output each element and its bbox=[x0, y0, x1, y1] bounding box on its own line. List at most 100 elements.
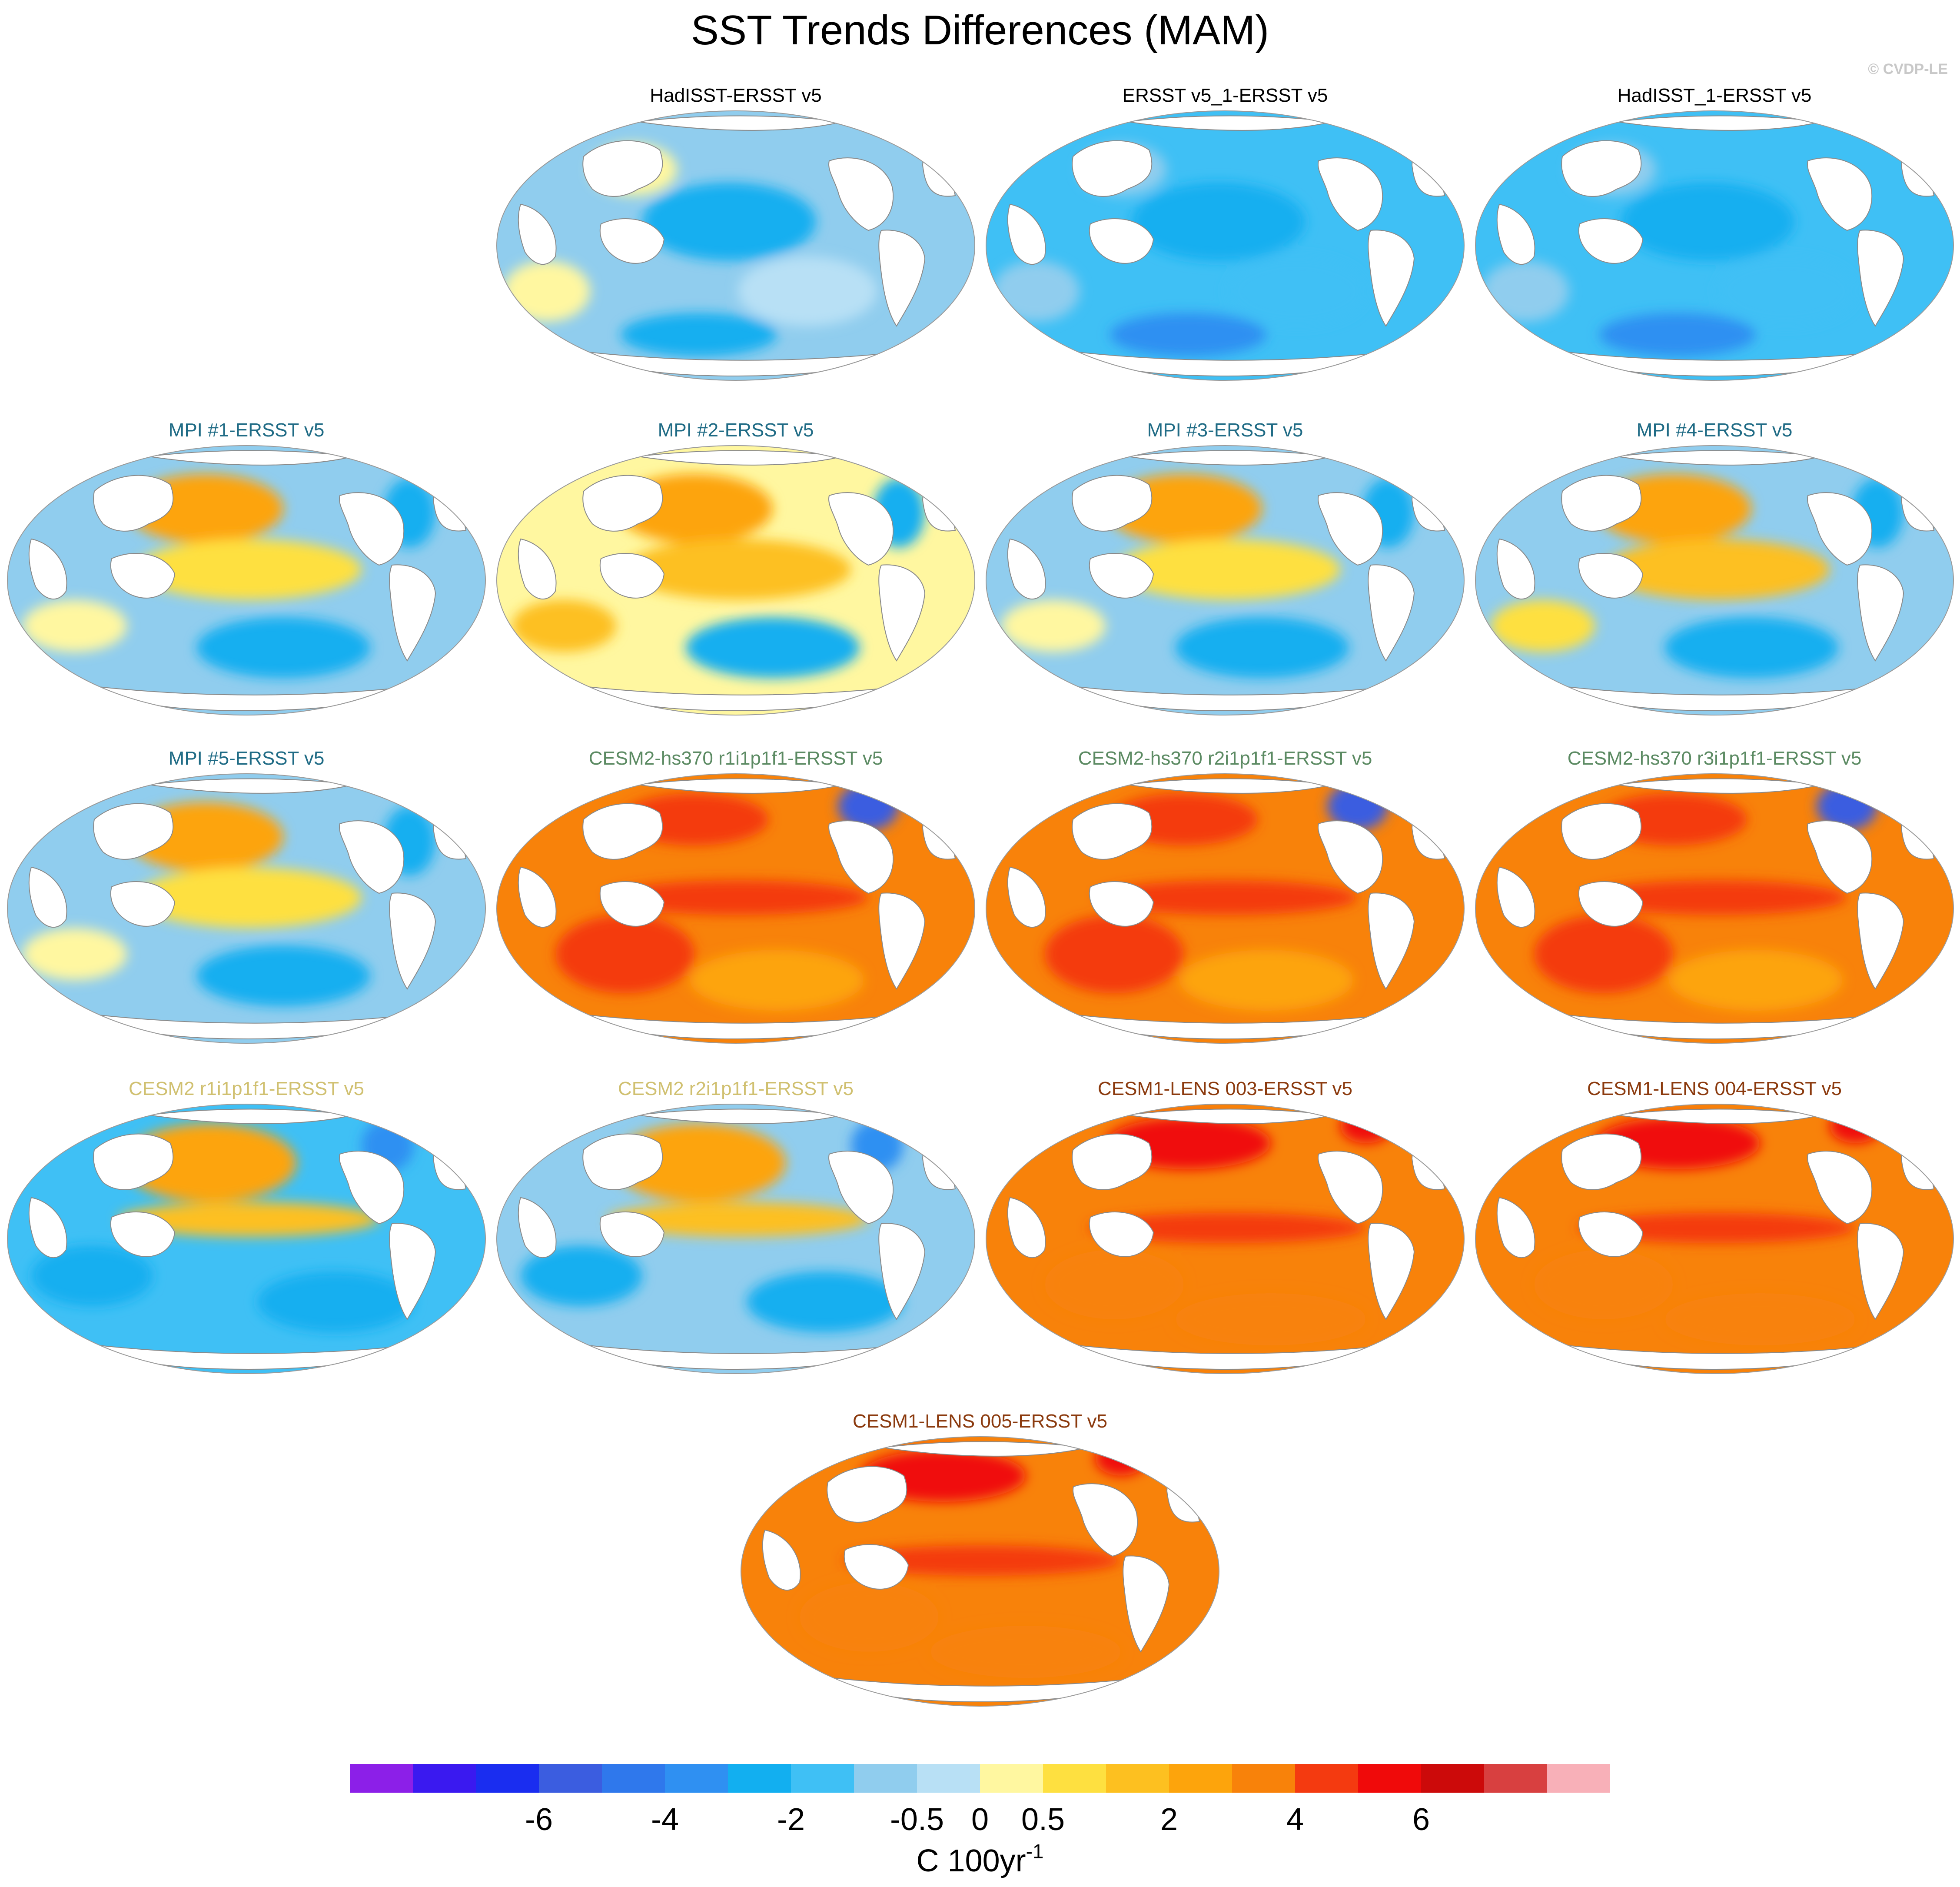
colorbar-swatch bbox=[1295, 1764, 1358, 1793]
anomaly-region bbox=[1534, 915, 1673, 993]
anomaly-region bbox=[1132, 183, 1306, 261]
land-mass bbox=[599, 218, 665, 264]
anomaly-region bbox=[993, 261, 1080, 322]
colorbar-tick-label: 4 bbox=[1286, 1802, 1304, 1837]
colorbar-swatch bbox=[602, 1764, 665, 1793]
map-panel: CESM2-hs370 r2i1p1f1-ERSST v5 bbox=[984, 745, 1466, 1045]
anomaly-region bbox=[118, 1202, 379, 1237]
map-panel: MPI #1-ERSST v5 bbox=[5, 417, 488, 717]
map-panel: MPI #5-ERSST v5 bbox=[5, 745, 488, 1045]
anomaly-region bbox=[1097, 880, 1358, 915]
map-outline bbox=[986, 773, 1465, 1044]
land-mass bbox=[878, 1223, 926, 1320]
watermark: © CVDP-LE bbox=[1868, 61, 1948, 77]
global-map bbox=[986, 110, 1465, 381]
anomaly-region bbox=[690, 950, 864, 1011]
land-mass bbox=[1857, 564, 1904, 662]
land-mass bbox=[1368, 892, 1415, 990]
panel-title: CESM2-hs370 r3i1p1f1-ERSST v5 bbox=[1567, 748, 1862, 769]
colorbar-swatch bbox=[350, 1764, 413, 1793]
anomaly-region bbox=[1621, 183, 1795, 261]
anomaly-region bbox=[23, 928, 127, 980]
colorbar-swatch bbox=[854, 1764, 917, 1793]
map-outline bbox=[1475, 773, 1954, 1044]
map-panel: CESM1-LENS 003-ERSST v5 bbox=[984, 1076, 1466, 1376]
colorbar-swatch bbox=[1358, 1764, 1421, 1793]
land-mass bbox=[1496, 203, 1535, 265]
land-mass bbox=[1496, 538, 1535, 599]
land-mass bbox=[1072, 475, 1153, 532]
panel-title: MPI #1-ERSST v5 bbox=[168, 419, 325, 441]
global-map bbox=[1475, 1104, 1954, 1374]
colorbar-swatch bbox=[728, 1764, 791, 1793]
land-mass bbox=[110, 881, 176, 927]
land-mass bbox=[1578, 881, 1644, 927]
global-map bbox=[496, 445, 975, 716]
anomaly-region bbox=[747, 1271, 903, 1332]
anomaly-region bbox=[800, 1582, 939, 1652]
colorbar-tick-label: -4 bbox=[651, 1802, 679, 1837]
colorbar-tick-label: -6 bbox=[525, 1802, 553, 1837]
anomaly-region bbox=[1045, 1250, 1184, 1319]
colorbar-tick-label: 0 bbox=[971, 1802, 989, 1837]
global-map bbox=[986, 1104, 1465, 1374]
land-mass bbox=[389, 1223, 436, 1320]
land-mass bbox=[1318, 1151, 1383, 1225]
anomaly-region bbox=[503, 261, 590, 322]
global-map bbox=[7, 1104, 486, 1374]
anomaly-region bbox=[1604, 539, 1830, 600]
map-panel: HadISST_1-ERSST v5 bbox=[1473, 83, 1956, 383]
land-mass bbox=[1007, 203, 1046, 265]
land-mass bbox=[1807, 820, 1873, 894]
panel-title: CESM1-LENS 003-ERSST v5 bbox=[1097, 1078, 1353, 1099]
global-map bbox=[496, 110, 975, 381]
anomaly-region bbox=[930, 1626, 1121, 1678]
panel-title: MPI #3-ERSST v5 bbox=[1147, 419, 1303, 441]
colorbar-tick-label: 0.5 bbox=[1021, 1802, 1065, 1837]
colorbar-swatch bbox=[980, 1764, 1043, 1793]
land-mass bbox=[1072, 1133, 1153, 1190]
land-mass bbox=[828, 820, 894, 894]
panel-title: HadISST-ERSST v5 bbox=[650, 85, 822, 106]
map-panel: ERSST v5_1-ERSST v5 bbox=[984, 83, 1466, 383]
land-mass bbox=[110, 553, 176, 599]
land-mass bbox=[1807, 1151, 1873, 1225]
land-mass bbox=[1561, 1133, 1642, 1190]
panel-title: MPI #2-ERSST v5 bbox=[658, 419, 814, 441]
anomaly-region bbox=[608, 1202, 868, 1237]
anomaly-region bbox=[1586, 880, 1847, 915]
land-mass bbox=[389, 892, 436, 990]
colorbar-tick-label: 6 bbox=[1412, 1802, 1430, 1837]
land-mass bbox=[827, 1466, 907, 1523]
colorbar-swatch bbox=[1484, 1764, 1547, 1793]
anomaly-region bbox=[1482, 261, 1569, 322]
global-map bbox=[7, 445, 486, 716]
anomaly-region bbox=[1110, 313, 1266, 356]
map-outline bbox=[496, 1104, 975, 1374]
map-panel: MPI #3-ERSST v5 bbox=[984, 417, 1466, 717]
map-panel: CESM1-LENS 005-ERSST v5 bbox=[739, 1408, 1221, 1708]
land-mass bbox=[582, 140, 663, 197]
panel-title: ERSST v5_1-ERSST v5 bbox=[1122, 85, 1328, 106]
land-mass bbox=[1561, 803, 1642, 860]
land-mass bbox=[844, 1544, 909, 1590]
anomaly-region bbox=[196, 617, 370, 678]
land-mass bbox=[828, 1151, 894, 1225]
land-mass bbox=[599, 1211, 665, 1257]
land-mass bbox=[762, 1529, 801, 1591]
map-panel: HadISST-ERSST v5 bbox=[495, 83, 977, 383]
colorbar-swatch bbox=[917, 1764, 980, 1793]
panel-title: CESM2-hs370 r2i1p1f1-ERSST v5 bbox=[1078, 748, 1372, 769]
land-mass bbox=[1318, 157, 1383, 231]
map-panel: CESM2-hs370 r3i1p1f1-ERSST v5 bbox=[1473, 745, 1956, 1045]
map-outline bbox=[496, 773, 975, 1044]
anomaly-region bbox=[1534, 1250, 1673, 1319]
colorbar-swatch bbox=[1421, 1764, 1484, 1793]
anomaly-region bbox=[1669, 950, 1843, 1011]
land-mass bbox=[1368, 1223, 1415, 1320]
anomaly-region bbox=[642, 183, 816, 261]
land-mass bbox=[339, 1151, 405, 1225]
anomaly-region bbox=[1175, 617, 1349, 678]
land-mass bbox=[878, 892, 926, 990]
colorbar-swatch bbox=[1169, 1764, 1232, 1793]
